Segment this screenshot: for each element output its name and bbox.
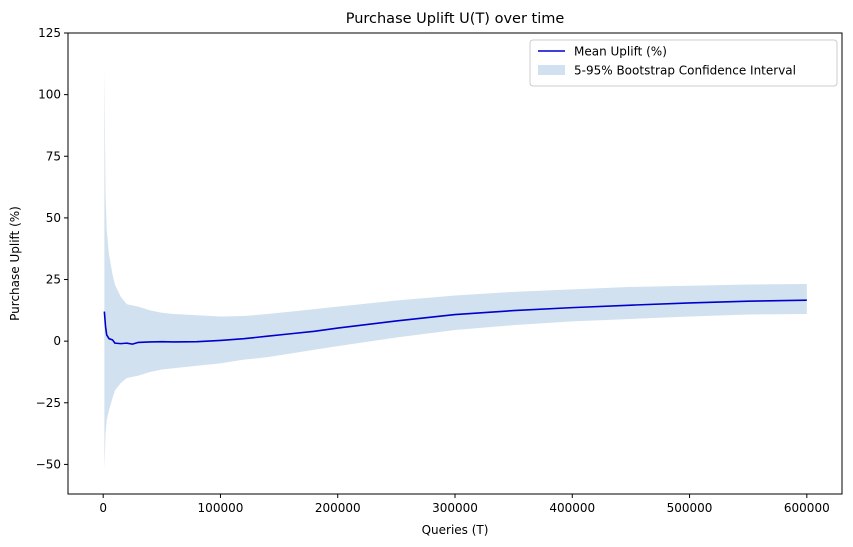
x-tick-label: 100000 (198, 501, 244, 515)
mean-line-layer (103, 299, 807, 345)
x-tick-label: 500000 (667, 501, 713, 515)
y-tick-label: 100 (38, 88, 61, 102)
y-axis-title: Purchase Uplift (%) (8, 206, 22, 321)
x-tick-label: 300000 (432, 501, 478, 515)
legend: Mean Uplift (%) 5-95% Bootstrap Confiden… (529, 39, 838, 87)
x-tick-label: 600000 (784, 501, 830, 515)
y-tick-label: 125 (38, 26, 61, 40)
chart-title: Purchase Uplift U(T) over time (346, 11, 565, 27)
mean-uplift-line (103, 299, 807, 345)
x-tick-label: 200000 (315, 501, 361, 515)
x-axis-ticks: 0 100000 200000 300000 400000 500000 600000 (99, 494, 830, 515)
y-tick-label: −25 (36, 396, 61, 410)
y-tick-label: 50 (46, 211, 61, 225)
legend-box (529, 39, 838, 87)
y-axis-ticks: −50 −25 0 25 50 75 100 125 (36, 26, 68, 471)
legend-mean-label: Mean Uplift (%) (574, 45, 667, 59)
y-tick-label: 0 (53, 334, 61, 348)
y-tick-label: 75 (46, 149, 61, 163)
y-tick-label: 25 (46, 273, 61, 287)
x-tick-label: 0 (99, 501, 107, 515)
x-axis-title: Queries (T) (422, 523, 489, 537)
y-tick-label: −50 (36, 457, 61, 471)
x-tick-label: 400000 (549, 501, 595, 515)
legend-band-swatch (538, 65, 565, 75)
legend-band-label: 5-95% Bootstrap Confidence Interval (574, 64, 796, 78)
